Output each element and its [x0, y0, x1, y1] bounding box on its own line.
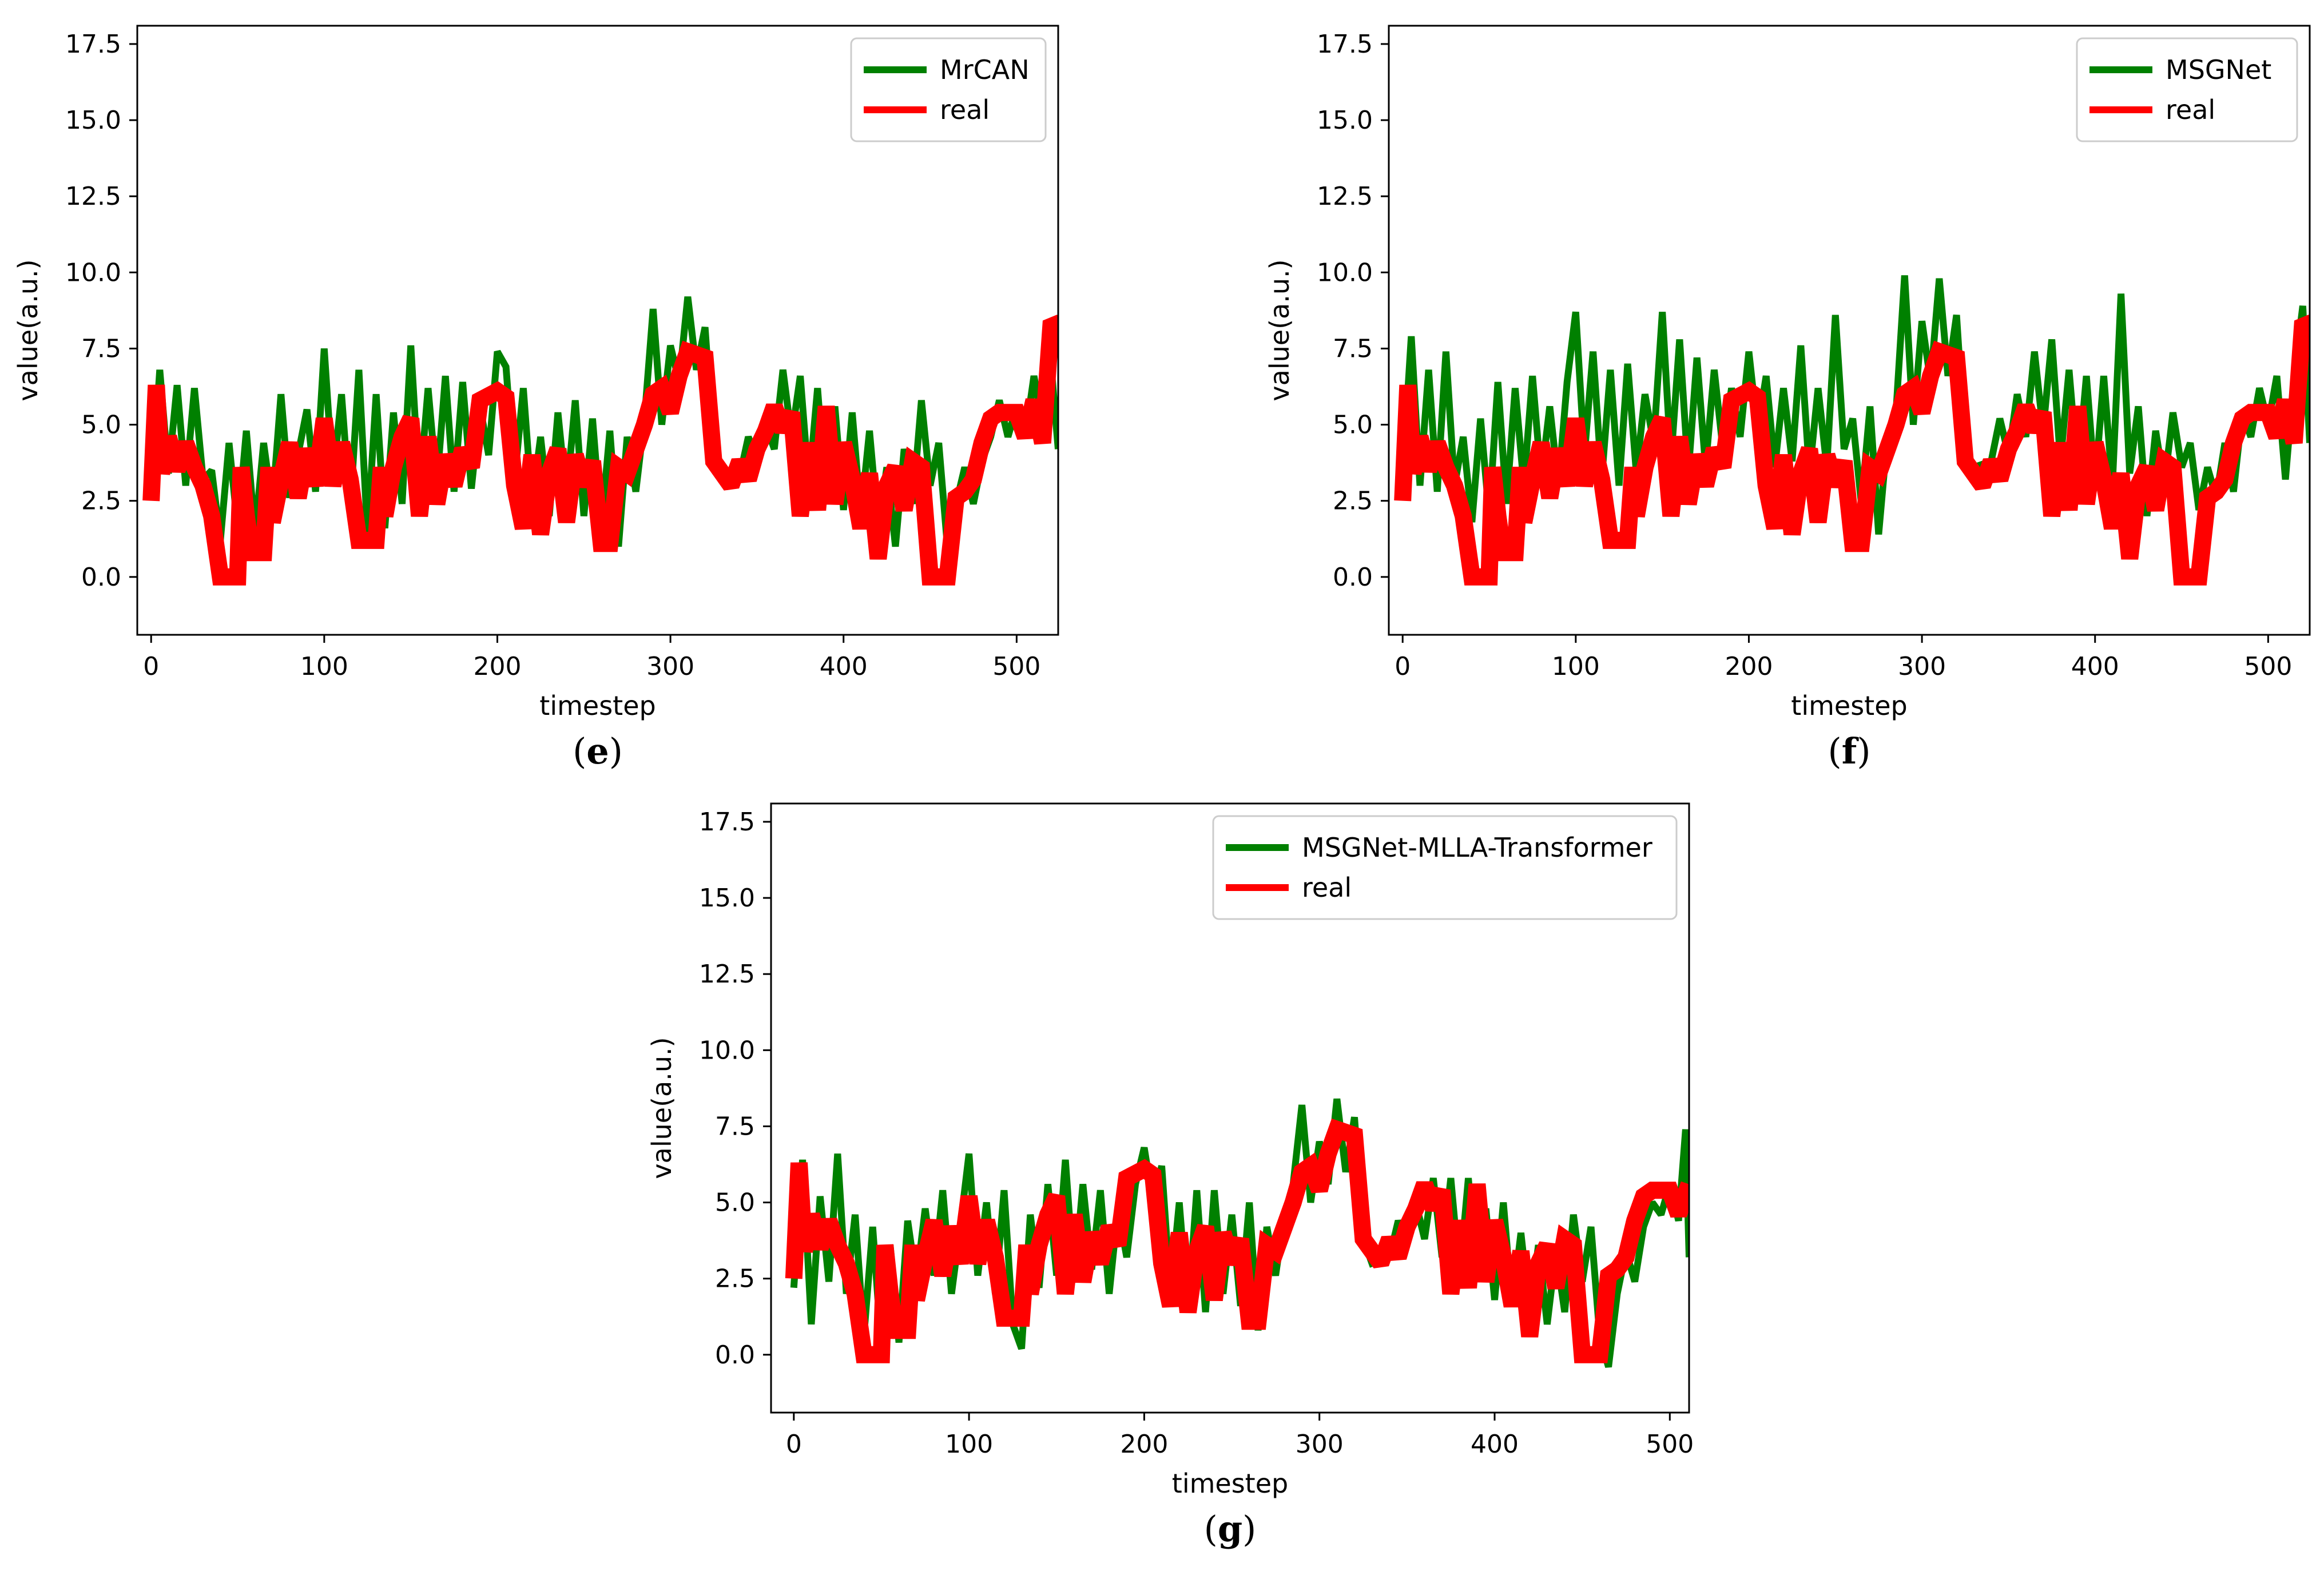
y-tick-label: 2.5	[715, 1264, 755, 1294]
x-tick-label: 300	[1898, 652, 1946, 681]
legend-box	[850, 37, 1047, 142]
legend: MSGNet real	[2076, 37, 2298, 142]
x-tick-label: 0	[143, 652, 159, 681]
y-axis-label: value(a.u.)	[13, 259, 43, 401]
y-tick-label: 15.0	[65, 106, 121, 135]
y-tick-label: 12.5	[65, 182, 121, 211]
y-tick-label: 0.0	[81, 563, 121, 592]
x-tick-label: 100	[1552, 652, 1600, 681]
x-tick-label: 0	[1395, 652, 1411, 681]
series-line-real	[142, 315, 1058, 586]
legend: MSGNet-MLLA-Transformer real	[1212, 815, 1678, 920]
panel-caption-letter: f	[1842, 730, 1859, 772]
legend-label-predicted: MSGNet	[2166, 54, 2271, 85]
y-tick-label: 17.5	[65, 30, 121, 59]
series-line-real	[1394, 315, 2310, 586]
legend-label-predicted: MSGNet-MLLA-Transformer	[1302, 832, 1652, 863]
plot-frame	[136, 25, 1059, 636]
panel-caption: (f)	[1828, 730, 1870, 772]
plot-frame	[1388, 25, 2311, 636]
x-tick-label: 200	[1725, 652, 1773, 681]
x-tick-label: 100	[300, 652, 348, 681]
chart-panel-g: 0 100 200 300 400 500 0.0 2.5 5.0 7.5 10.0 12.5 15.0…	[646, 802, 1694, 1550]
y-tick-label: 10.0	[65, 258, 121, 287]
panel-caption: (g)	[1204, 1508, 1257, 1550]
x-tick-label: 200	[1120, 1430, 1168, 1459]
y-tick-label: 5.0	[81, 411, 121, 440]
y-tick-label: 15.0	[1317, 106, 1373, 135]
y-tick-label: 2.5	[81, 487, 121, 516]
y-tick-label: 12.5	[699, 960, 755, 989]
legend-label-predicted: MrCAN	[940, 54, 1030, 85]
y-tick-label: 17.5	[1317, 30, 1373, 59]
chart-panel-e: 0 100 200 300 400 500 0.0 2.5 5.0 7.5 10.0 12.5 15.0…	[13, 25, 1059, 772]
y-tick-label: 5.0	[715, 1188, 755, 1218]
x-tick-label: 300	[646, 652, 694, 681]
y-tick-label: 0.0	[1333, 563, 1373, 592]
x-tick-label: 500	[2244, 652, 2292, 681]
y-tick-label: 15.0	[699, 884, 755, 913]
x-axis-label: timestep	[539, 690, 656, 721]
x-tick-label: 500	[992, 652, 1040, 681]
y-tick-label: 10.0	[699, 1036, 755, 1065]
x-tick-label: 400	[2071, 652, 2119, 681]
y-axis-label: value(a.u.)	[646, 1037, 677, 1179]
chart-panel-f: 0 100 200 300 400 500 0.0 2.5 5.0 7.5 10.0 12.5 15.0…	[1264, 25, 2311, 772]
panel-caption-letter: e	[586, 730, 609, 772]
legend-box	[2076, 37, 2298, 142]
plot-frame	[770, 802, 1690, 1414]
x-tick-label: 100	[945, 1430, 993, 1459]
legend: MrCAN real	[850, 37, 1047, 142]
panel-caption: (e)	[573, 730, 623, 772]
x-tick-label: 500	[1646, 1430, 1694, 1459]
legend-box	[1212, 815, 1678, 920]
x-tick-label: 400	[1471, 1430, 1519, 1459]
legend-label-real: real	[940, 94, 990, 125]
y-tick-label: 10.0	[1317, 258, 1373, 287]
panel-caption-letter: g	[1218, 1508, 1242, 1550]
y-tick-label: 2.5	[1333, 487, 1373, 516]
y-tick-label: 7.5	[715, 1112, 755, 1141]
x-tick-label: 0	[786, 1430, 802, 1459]
y-tick-label: 17.5	[699, 808, 755, 837]
y-tick-label: 5.0	[1333, 411, 1373, 440]
x-tick-label: 400	[820, 652, 868, 681]
y-tick-label: 7.5	[81, 334, 121, 363]
x-axis-label: timestep	[1791, 690, 1907, 721]
series-line-real	[785, 1118, 1689, 1363]
legend-label-real: real	[2166, 94, 2215, 125]
y-tick-label: 0.0	[715, 1341, 755, 1370]
y-tick-label: 12.5	[1317, 182, 1373, 211]
y-axis-label: value(a.u.)	[1264, 259, 1295, 401]
x-axis-label: timestep	[1172, 1468, 1288, 1499]
y-tick-label: 7.5	[1333, 334, 1373, 363]
x-tick-label: 200	[473, 652, 521, 681]
x-tick-label: 300	[1296, 1430, 1344, 1459]
legend-label-real: real	[1302, 872, 1352, 903]
